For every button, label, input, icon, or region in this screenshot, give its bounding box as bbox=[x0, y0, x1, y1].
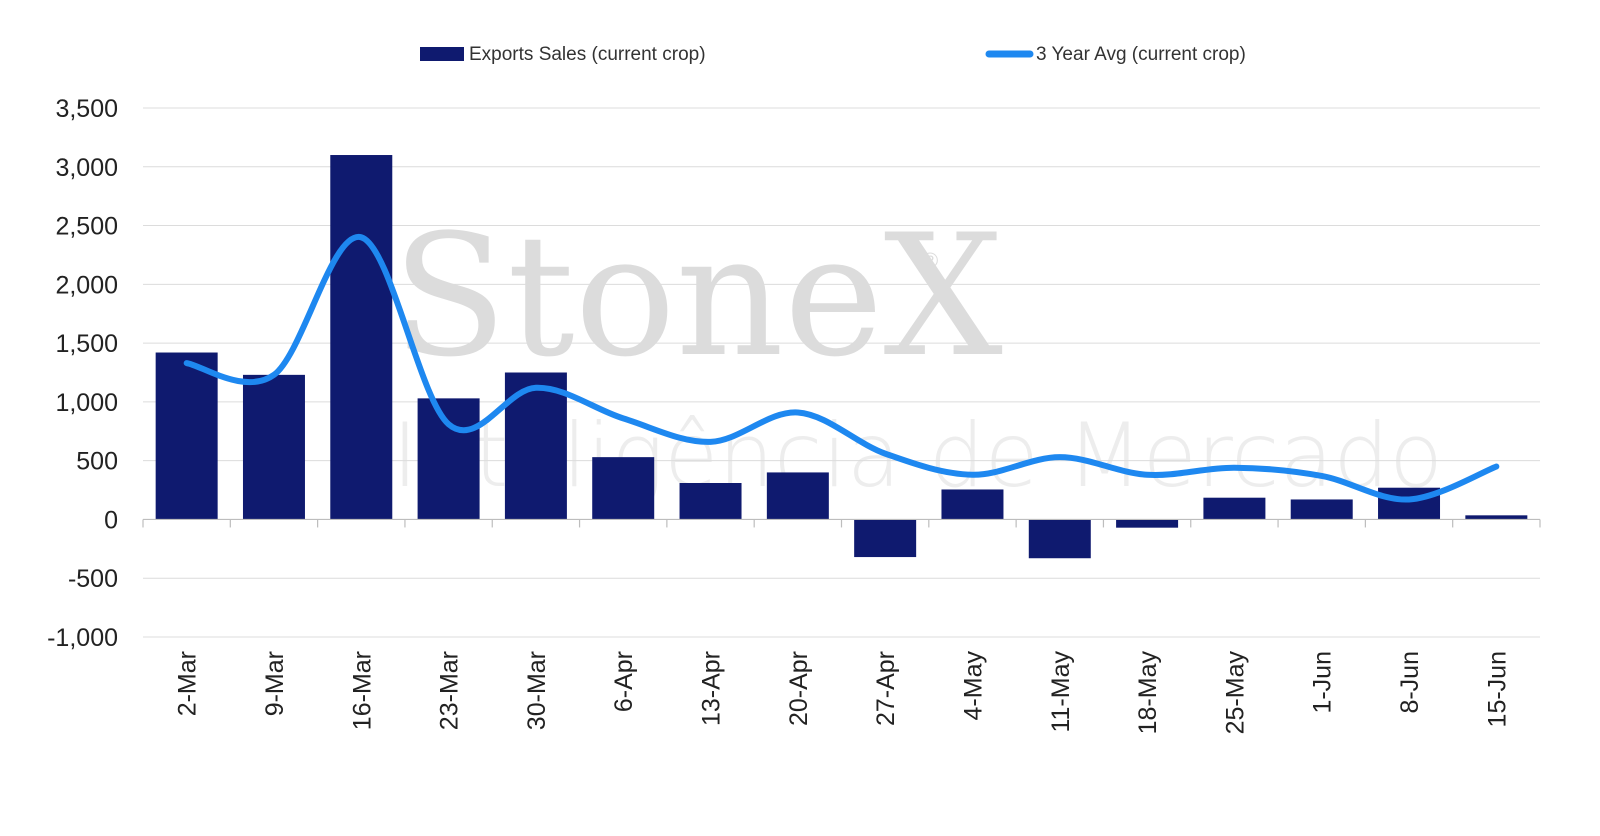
watermark-subtitle: Inteligência de Mercado bbox=[392, 404, 1443, 507]
y-tick-label: 2,000 bbox=[55, 271, 118, 299]
bar-9-mar bbox=[242, 374, 305, 520]
x-tick-label-13-apr: 13-Apr bbox=[698, 651, 726, 726]
legend: Exports Sales (current crop) 3 Year Avg … bbox=[420, 44, 1246, 65]
watermark: StoneX ® Inteligência de Mercado bbox=[392, 198, 1443, 507]
x-tick-label-2-mar: 2-Mar bbox=[174, 651, 202, 716]
x-tick-label-1-jun: 1-Jun bbox=[1309, 651, 1337, 714]
y-tick-label: 0 bbox=[104, 506, 118, 534]
legend-label-exports-sales: Exports Sales (current crop) bbox=[469, 44, 706, 65]
legend-label-3-year-avg: 3 Year Avg (current crop) bbox=[1036, 44, 1246, 65]
x-tick-label-16-mar: 16-Mar bbox=[348, 651, 376, 730]
y-tick-label: 3,000 bbox=[55, 154, 118, 182]
watermark-brand: StoneX bbox=[392, 198, 1003, 394]
line-series-3-year-avg bbox=[183, 234, 1500, 503]
y-tick-label: -1,000 bbox=[47, 624, 118, 652]
x-tick-label-18-may: 18-May bbox=[1134, 651, 1162, 735]
bar-11-may bbox=[1028, 519, 1091, 559]
bar-13-apr bbox=[679, 483, 742, 520]
x-tick-label-23-mar: 23-Mar bbox=[436, 651, 464, 730]
bar-23-mar bbox=[417, 398, 480, 520]
watermark-registered-mark: ® bbox=[922, 248, 938, 273]
y-tick-label: 1,500 bbox=[55, 330, 118, 358]
x-axis-tick-labels: 2-Mar 9-Mar 16-Mar 23-Mar 30-Mar 6-Apr 13-Apr 2… bbox=[174, 651, 1512, 735]
bar-18-may bbox=[1116, 519, 1179, 528]
y-tick-label: 500 bbox=[76, 448, 118, 476]
bar-15-jun bbox=[1465, 515, 1528, 520]
legend-item-exports-sales: Exports Sales (current crop) bbox=[420, 44, 706, 65]
bar-25-may bbox=[1203, 497, 1266, 520]
x-tick-label-15-jun: 15-Jun bbox=[1483, 651, 1511, 727]
y-tick-label: 3,500 bbox=[55, 95, 118, 123]
line-3-year-avg bbox=[183, 234, 1500, 503]
y-tick-label: 2,500 bbox=[55, 213, 118, 241]
bar-6-apr bbox=[592, 457, 655, 520]
x-tick-label-20-apr: 20-Apr bbox=[785, 651, 813, 726]
legend-item-3-year-avg: 3 Year Avg (current crop) bbox=[985, 44, 1246, 65]
bar-16-mar bbox=[330, 155, 393, 520]
x-tick-label-25-may: 25-May bbox=[1221, 651, 1249, 735]
x-tick-label-9-mar: 9-Mar bbox=[261, 651, 289, 716]
x-tick-label-4-may: 4-May bbox=[959, 651, 987, 721]
x-tick-label-27-apr: 27-Apr bbox=[872, 651, 900, 726]
x-axis bbox=[142, 518, 1541, 528]
legend-swatch-exports-sales bbox=[420, 47, 464, 61]
bar-2-mar bbox=[155, 352, 218, 520]
bar-27-apr bbox=[854, 519, 917, 558]
x-tick-label-6-apr: 6-Apr bbox=[610, 651, 638, 712]
bar-20-apr bbox=[766, 472, 829, 520]
y-tick-label: -500 bbox=[68, 565, 118, 593]
y-axis-tick-labels: -1,000 -500 0 500 1,000 1,500 2,000 2,500 3,000 3… bbox=[47, 95, 118, 652]
x-tick-label-11-may: 11-May bbox=[1047, 651, 1075, 733]
bar-4-may bbox=[941, 489, 1004, 520]
x-tick-label-8-jun: 8-Jun bbox=[1396, 651, 1424, 714]
x-tick-label-30-mar: 30-Mar bbox=[523, 651, 551, 730]
bar-1-jun bbox=[1290, 499, 1353, 520]
y-tick-label: 1,000 bbox=[55, 389, 118, 417]
